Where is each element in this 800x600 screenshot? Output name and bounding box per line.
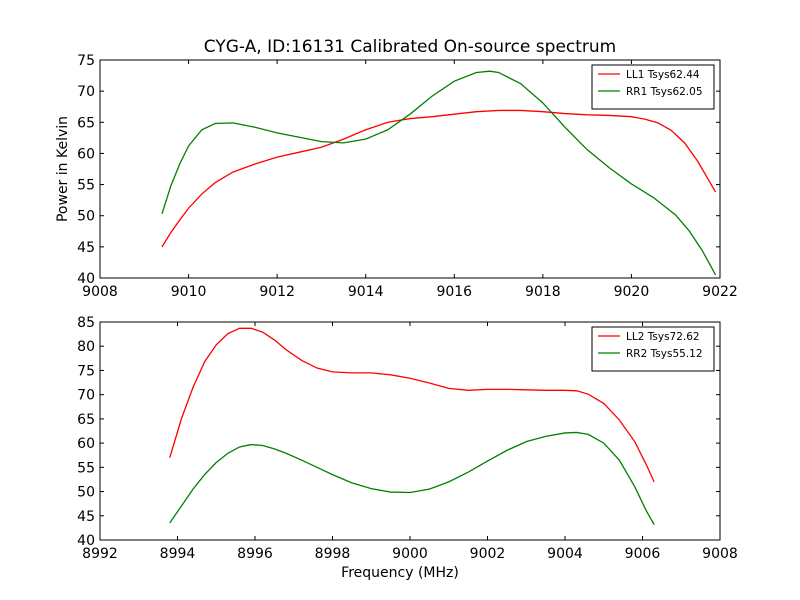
x-tick-label: 9010 (171, 284, 207, 300)
series-line-1-2 (161, 70, 717, 276)
y-tick-label: 70 (77, 84, 95, 100)
x-tick-label: 9008 (82, 284, 118, 300)
x-tick-label: 9014 (348, 284, 384, 300)
y-tick-label: 55 (77, 178, 95, 194)
legend-box (591, 64, 715, 110)
x-tick-label: 8994 (160, 546, 196, 562)
x-tick-label: 9008 (702, 546, 738, 562)
x-tick-label: 9002 (470, 546, 506, 562)
y-tick-label: 40 (77, 533, 95, 549)
series-line-1-1 (161, 109, 717, 248)
y-tick-label: 45 (77, 509, 95, 525)
legend-label: RR1 Tsys62.05 (626, 86, 703, 98)
y-tick-label: 45 (77, 240, 95, 256)
y-tick-label: 60 (77, 436, 95, 452)
legend-label: LL1 Tsys62.44 (626, 69, 700, 81)
y-tick-label: 75 (77, 53, 95, 69)
y-tick-label: 75 (77, 363, 95, 379)
y-tick-label: 85 (77, 315, 95, 331)
y-tick-label: 40 (77, 271, 95, 287)
x-axis-label: Frequency (MHz) (341, 565, 459, 581)
bottom-panel: 8992 8994 8996 8998 9000 9002 9004 9006 9008 40 45… (77, 315, 738, 581)
legend-label: LL2 Tsys72.62 (626, 331, 700, 343)
series-line-2-2 (169, 431, 655, 525)
x-tick-label: 8998 (315, 546, 351, 562)
x-tick-label: 9006 (625, 546, 661, 562)
x-tick-label: 8996 (237, 546, 273, 562)
y-tick-label: 80 (77, 339, 95, 355)
y-tick-label: 70 (77, 388, 95, 404)
x-tick-label: 9000 (392, 546, 428, 562)
x-tick-label: 8992 (82, 546, 118, 562)
x-tick-label: 9022 (702, 284, 738, 300)
y-tick-label: 55 (77, 460, 95, 476)
x-tick-label: 9018 (525, 284, 561, 300)
y-tick-label: 65 (77, 115, 95, 131)
x-tick-label: 9020 (614, 284, 650, 300)
y-tick-label: 65 (77, 412, 95, 428)
y-tick-label: 50 (77, 485, 95, 501)
legend-box (591, 326, 715, 372)
top-panel: 9008 9010 9012 9014 9016 9018 9020 9022 40 45 50 55… (55, 53, 738, 300)
legend-label: RR2 Tsys55.12 (626, 348, 703, 360)
y-axis-label: Power in Kelvin (55, 116, 71, 222)
y-tick-label: 50 (77, 209, 95, 225)
series-line-2-1 (169, 327, 655, 483)
x-tick-label: 9016 (436, 284, 472, 300)
axes-frame (99, 59, 721, 279)
x-tick-label: 9012 (259, 284, 295, 300)
x-tick-label: 9004 (547, 546, 583, 562)
y-tick-label: 60 (77, 146, 95, 162)
figure-title: CYG-A, ID:16131 Calibrated On-source spe… (204, 37, 616, 57)
